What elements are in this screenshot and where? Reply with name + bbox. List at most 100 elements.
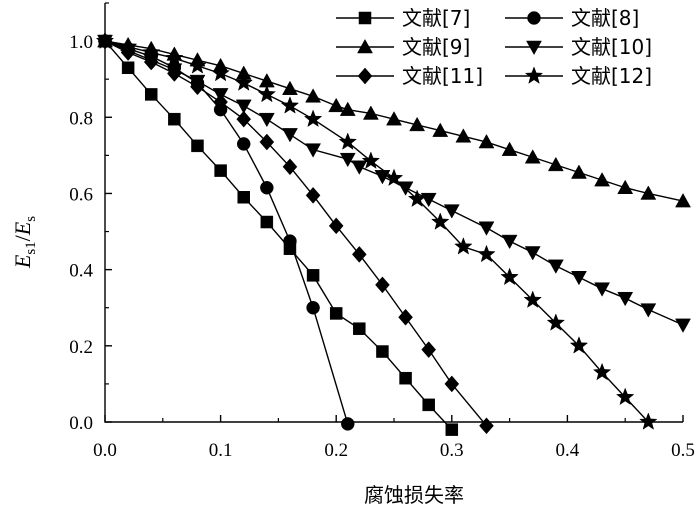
legend-label: 文献[7] [402, 6, 470, 30]
data-point [95, 31, 115, 49]
data-point [617, 179, 634, 194]
y-tick-label: 0.0 [69, 413, 93, 434]
data-point [432, 122, 449, 137]
data-point [617, 291, 634, 307]
legend-label: 文献[9] [402, 35, 470, 59]
data-point [303, 109, 323, 128]
data-point [455, 128, 472, 143]
x-axis-title: 腐蚀损失率 [364, 483, 464, 507]
data-point [257, 84, 277, 103]
data-point [477, 244, 496, 263]
data-point [353, 322, 366, 335]
data-point [190, 78, 205, 96]
legend-item: 文献[10] [505, 35, 652, 59]
data-point [431, 212, 450, 230]
data-point [282, 128, 298, 143]
legend-label: 文献[11] [402, 64, 483, 88]
data-point [444, 375, 460, 393]
legend-item: 文献[11] [336, 64, 483, 88]
data-point [594, 282, 611, 297]
data-point [168, 112, 181, 126]
data-point [236, 137, 251, 151]
data-point [305, 143, 322, 158]
data-point [639, 412, 658, 430]
data-point [615, 387, 635, 406]
legend-marker [527, 11, 541, 25]
data-point [500, 267, 519, 286]
series-layer [95, 31, 691, 436]
legend: 文献[7] 文献[8] 文献[9] 文献[10] 文献[11] 文献[12] [336, 6, 652, 88]
data-point [398, 308, 413, 326]
axis-ticks: 0.0 0.1 0.2 0.3 0.4 0.5 0.0 0.2 0.4 0.6 0.8 1.0 [69, 2, 695, 461]
data-point [640, 185, 657, 200]
data-point [236, 110, 252, 128]
data-point [165, 48, 184, 67]
data-point [351, 160, 368, 175]
data-point [282, 80, 298, 95]
data-point [479, 417, 494, 435]
data-point [235, 99, 252, 114]
legend-label: 文献[10] [571, 35, 652, 59]
data-point [258, 112, 275, 128]
y-tick-label: 0.6 [69, 184, 93, 205]
data-point [375, 276, 390, 294]
data-point [260, 180, 274, 195]
data-point [339, 152, 356, 168]
legend-item: 文献[7] [336, 6, 470, 30]
data-point [282, 158, 298, 176]
data-point [305, 88, 322, 103]
series-line [104, 40, 488, 427]
legend-item: 文献[9] [336, 35, 470, 59]
data-point [443, 204, 460, 219]
data-point [338, 132, 357, 150]
series-line [104, 40, 649, 423]
y-tick-label: 0.4 [69, 261, 93, 282]
data-point [211, 63, 230, 82]
data-point [362, 105, 379, 120]
series-6 [95, 31, 658, 430]
legend-marker [357, 67, 373, 85]
data-point [421, 341, 437, 359]
data-point [306, 300, 320, 315]
data-point [571, 164, 587, 179]
data-point [191, 139, 204, 153]
data-point [478, 221, 495, 236]
data-point [283, 234, 297, 248]
x-tick-label: 0.2 [324, 440, 348, 461]
y-tick-label: 0.8 [69, 108, 93, 129]
data-point [237, 191, 250, 204]
series-1 [98, 34, 459, 436]
data-point [592, 362, 612, 381]
data-point [386, 111, 402, 126]
data-point [339, 101, 356, 116]
y-axis-title: Es1/Es [10, 216, 39, 269]
data-point [214, 164, 227, 177]
data-point [445, 423, 459, 436]
data-point [306, 269, 320, 282]
data-point [341, 417, 355, 431]
data-point [376, 345, 389, 358]
legend-marker [524, 66, 544, 84]
data-point [501, 234, 518, 250]
legend-label: 文献[8] [571, 6, 639, 30]
data-point [259, 133, 275, 151]
x-tick-label: 0.4 [556, 440, 580, 461]
series-line [104, 40, 453, 431]
data-point [546, 313, 566, 331]
data-point [547, 259, 564, 274]
y-axis-title-sep: / [10, 234, 35, 241]
data-point [384, 168, 404, 187]
data-point [675, 193, 691, 208]
data-point [422, 398, 435, 412]
legend-marker [357, 38, 373, 54]
data-point [524, 246, 541, 261]
legend-item: 文献[8] [505, 6, 639, 30]
data-point [305, 186, 321, 204]
legend-marker [358, 11, 372, 25]
data-point [351, 246, 367, 263]
data-point [144, 88, 158, 101]
data-point [328, 97, 345, 113]
data-point [571, 271, 587, 286]
y-tick-label: 0.2 [69, 337, 93, 358]
